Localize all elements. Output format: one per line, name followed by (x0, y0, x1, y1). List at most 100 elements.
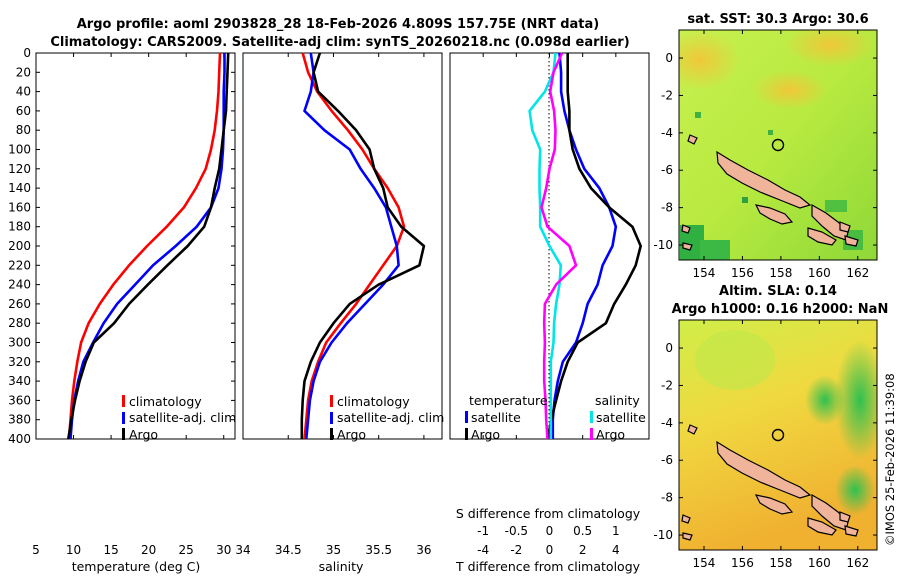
legend-swatch-sal-satellite (590, 411, 593, 423)
x-tick-label: 30 (216, 543, 231, 557)
depth-tick-label: 400 (8, 432, 31, 446)
sst-map-frame (678, 29, 878, 261)
sst-cool-pixel (825, 200, 847, 212)
difference-panel: -4 -2 0 2 4 -1 -0.5 0 0.5 1 S difference from cl… (449, 52, 650, 574)
legend-label-climatology: climatology (337, 394, 410, 409)
series-line-salinity-satellite (528, 52, 563, 439)
sst-map-field (679, 30, 877, 260)
legend-label-argo: Argo (129, 427, 158, 442)
x-tick-label: 10 (66, 543, 81, 557)
lat-tick-label: 0 (665, 341, 673, 355)
legend-swatch-climatology (330, 395, 333, 407)
x-tick-label: 35 (326, 543, 341, 557)
argo-location-marker (771, 428, 785, 442)
depth-tick-label: 40 (16, 85, 31, 99)
lon-tick-label: 156 (731, 556, 754, 570)
credit-stamp: ©IMOS 25-Feb-2026 11:39:08 (883, 373, 897, 546)
sst-warm-patch (785, 30, 875, 67)
sst-lon-ticks: 154 156 158 160 162 (693, 30, 869, 280)
legend-swatch-temp-satellite (465, 411, 468, 423)
s-tick-label: -1 (477, 524, 489, 538)
lat-tick-label: -8 (661, 201, 673, 215)
sla-map-frame (678, 319, 878, 551)
legend-label-satellite: satellite-adj. clim (129, 410, 236, 425)
lat-tick-label: -4 (661, 416, 673, 430)
sst-warm-patch (752, 70, 828, 110)
legend-label-satellite: satellite-adj. clim (337, 410, 444, 425)
lon-tick-label: 154 (693, 266, 716, 280)
depth-tick-label: 360 (8, 393, 31, 407)
sst-cool-pixel (695, 112, 701, 118)
x-tick-label: 20 (141, 543, 156, 557)
x-tick-label: -4 (477, 543, 489, 557)
figure-title-line1: Argo profile: aoml 2903828_28 18-Feb-202… (77, 17, 599, 32)
sst-cool-pixel (742, 197, 748, 203)
x-tick-label: 35.5 (365, 543, 392, 557)
temperature-ticks: 5 10 15 20 25 30 (32, 53, 231, 557)
x-tick-label: 15 (103, 543, 118, 557)
depth-tick-label: 180 (8, 220, 31, 234)
legend-label-sal-satellite: satellite (596, 410, 646, 425)
difference-legend: temperature satellite Argo salinity sate… (465, 393, 646, 442)
lat-tick-label: -10 (653, 528, 673, 542)
series-line-temperature-argo (546, 53, 643, 440)
temperature-legend: climatology satellite-adj. clim Argo (122, 394, 236, 442)
depth-tick-label: 80 (16, 123, 31, 137)
sla-map-title: Altim. SLA: 0.14 (719, 284, 837, 299)
series-line-satellite-adj-clim (303, 52, 400, 440)
lon-tick-label: 158 (769, 556, 792, 570)
land-mass (681, 424, 859, 541)
legend-swatch-argo (122, 428, 125, 440)
legend-label-sal-argo: Argo (596, 427, 625, 442)
series-line-temperature-satellite (551, 52, 618, 439)
x-tick-label: 34 (235, 543, 250, 557)
s-tick-label: 0.5 (573, 524, 592, 538)
t-difference-label: T difference from climatology (455, 559, 641, 574)
temperature-xlabel: temperature (deg C) (72, 559, 201, 574)
legend-swatch-satellite (122, 412, 125, 424)
lat-tick-label: -2 (661, 88, 673, 102)
depth-tick-label: 100 (8, 143, 31, 157)
lon-tick-label: 160 (808, 556, 831, 570)
lat-tick-label: -6 (661, 453, 673, 467)
depth-tick-label: 340 (8, 374, 31, 388)
lon-tick-label: 162 (846, 556, 869, 570)
lon-tick-label: 160 (808, 266, 831, 280)
depth-tick-label: 320 (8, 355, 31, 369)
x-tick-label: 0 (546, 543, 554, 557)
depth-tick-label: 120 (8, 162, 31, 176)
lat-tick-label: -6 (661, 163, 673, 177)
temperature-panel: 0204060801001201401601802002202402602803… (8, 46, 649, 574)
legend-title-temperature: temperature (469, 393, 548, 408)
legend-swatch-satellite (330, 412, 333, 424)
sla-lon-ticks: 154 156 158 160 162 (693, 320, 869, 570)
sla-low-patch (835, 340, 877, 460)
legend-label-climatology: climatology (129, 394, 202, 409)
lon-tick-label: 154 (693, 556, 716, 570)
series-line-argo (300, 52, 426, 439)
depth-tick-label: 0 (23, 46, 31, 60)
sst-map-panel: sat. SST: 30.3 Argo: 30.6 (653, 12, 878, 280)
s-difference-label: S difference from climatology (456, 506, 641, 521)
legend-label-temp-satellite: satellite (471, 410, 521, 425)
legend-title-salinity: salinity (595, 393, 640, 408)
legend-swatch-temp-argo (465, 428, 468, 440)
lat-tick-label: -10 (653, 238, 673, 252)
figure-title-line2: Climatology: CARS2009. Satellite-adj cli… (50, 35, 629, 50)
salinity-series (300, 52, 426, 440)
series-line-climatology (67, 52, 222, 440)
x-tick-label: 2 (579, 543, 587, 557)
x-tick-label: 4 (612, 543, 620, 557)
sla-lat-ticks: 0 -2 -4 -6 -8 -10 (653, 341, 877, 542)
x-tick-label: 34.5 (275, 543, 302, 557)
series-line-satellite-adj-clim (69, 53, 226, 440)
salinity-difference-ticks: -1 -0.5 0 0.5 1 (477, 524, 619, 538)
lon-tick-label: 158 (769, 266, 792, 280)
depth-tick-label: 20 (16, 65, 31, 79)
sla-low-patch (695, 330, 775, 390)
legend-label-argo: Argo (337, 427, 366, 442)
legend-swatch-climatology (122, 395, 125, 407)
sla-map-panel: Altim. SLA: 0.14 Argo h1000: 0.16 h2000:… (653, 284, 888, 570)
depth-tick-label: 300 (8, 336, 31, 350)
